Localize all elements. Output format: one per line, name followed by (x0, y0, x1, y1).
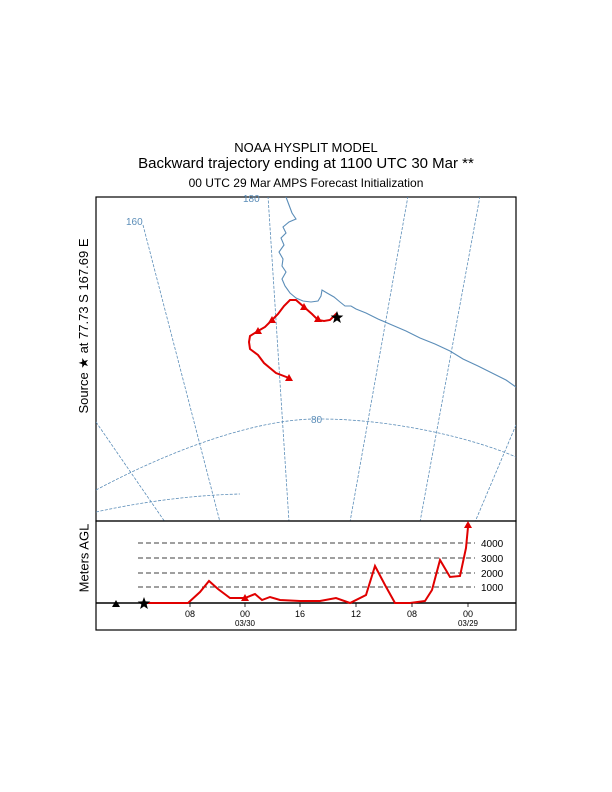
meridian-line (96, 421, 165, 521)
meridian-line (142, 224, 221, 521)
meridian-line (349, 197, 409, 521)
height-panel-frame (95, 520, 517, 631)
meridian-line (267, 197, 290, 521)
height-star-icon (137, 597, 151, 609)
time-tick-label: 00 (240, 609, 250, 619)
initialization-subtitle: 00 UTC 29 Mar AMPS Forecast Initializati… (188, 176, 424, 190)
meridian-line (419, 197, 481, 521)
coastline (278, 197, 516, 388)
time-axis (189, 603, 469, 607)
height-reference-lines (138, 542, 475, 588)
height-marker (241, 594, 249, 601)
latitude-circle (96, 493, 241, 513)
source-star-icon (330, 311, 344, 323)
latitude-circle (96, 418, 516, 491)
ground-marker (112, 600, 120, 607)
time-tick-label: 08 (185, 609, 195, 619)
time-tick-label: 12 (351, 609, 361, 619)
trajectory-marker (285, 374, 293, 381)
trajectory-marker (268, 316, 276, 323)
height-label: 3000 (481, 554, 504, 565)
height-trace (145, 521, 472, 605)
meridian-line (474, 424, 516, 521)
height-marker (464, 521, 472, 528)
time-tick-label: 16 (295, 609, 305, 619)
trajectory-marker (254, 327, 262, 334)
map-grid (96, 197, 516, 521)
model-title: NOAA HYSPLIT MODEL (234, 140, 378, 155)
trajectory-path (247, 299, 338, 381)
latitude-label: 80 (311, 415, 323, 426)
height-label: 2000 (481, 569, 504, 580)
time-tick-label: 00 (463, 609, 473, 619)
map-frame (95, 196, 517, 522)
time-tick-label: 08 (407, 609, 417, 619)
trajectory-marker (300, 303, 308, 310)
height-label: 1000 (481, 583, 504, 594)
trajectory-title: Backward trajectory ending at 1100 UTC 3… (138, 155, 474, 172)
date-label: 03/29 (458, 619, 479, 628)
meridian-label: 180 (243, 194, 260, 205)
height-label: 4000 (481, 539, 504, 550)
meridian-label: 160 (126, 217, 143, 228)
trajectory-marker (314, 315, 322, 322)
date-label: 03/30 (235, 619, 256, 628)
